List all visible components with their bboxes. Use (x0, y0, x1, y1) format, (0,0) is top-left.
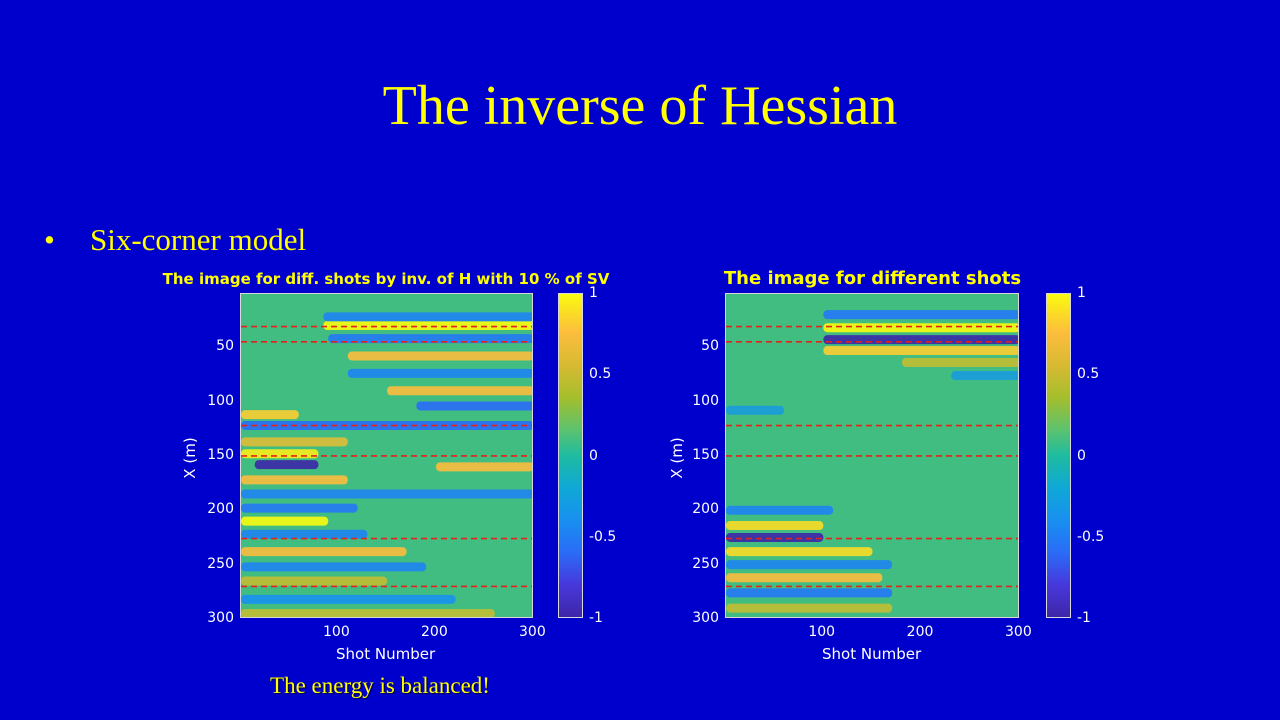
left-colorbar (558, 293, 583, 618)
heatmap-band-12 (436, 462, 532, 472)
heatmap-band-2 (823, 335, 1018, 345)
heatmap-band-11 (726, 560, 893, 570)
heatmap-band-4 (347, 368, 532, 378)
heatmap-band-11 (254, 460, 319, 470)
colorbar-tick-label: -1 (589, 610, 603, 626)
left-chart-title: The image for diff. shots by inv. of H w… (162, 270, 610, 288)
colorbar-tick-label: 0 (589, 447, 598, 464)
heatmap-band-13 (241, 475, 348, 485)
heatmap-band-14 (726, 603, 893, 613)
y-tick-label: 200 (207, 501, 234, 518)
bullet-text: Six-corner model (90, 222, 307, 257)
y-tick-label: 100 (692, 392, 719, 409)
y-tick-label: 250 (692, 555, 719, 572)
heatmap-band-5 (387, 386, 532, 396)
heatmap-band-18 (241, 547, 407, 557)
y-tick-label: 50 (701, 338, 719, 355)
x-tick-label: 200 (906, 624, 934, 640)
heatmap-band-3 (823, 346, 1018, 356)
bullet-dot-icon: • (44, 222, 55, 257)
heatmap-band-21 (241, 594, 456, 604)
colorbar-tick-label: -0.5 (589, 528, 617, 545)
heatmap-band-15 (241, 503, 358, 513)
heatmap-band-10 (726, 547, 873, 557)
left-y-axis-label: X (m) (181, 437, 199, 479)
heatmap-band-14 (241, 489, 532, 499)
heatmap-band-17 (241, 529, 368, 539)
x-tick-label: 100 (323, 624, 350, 640)
heatmap-band-3 (347, 351, 532, 361)
heatmap-band-22 (241, 609, 495, 617)
colorbar-tick-label: 1 (1077, 285, 1086, 301)
x-tick-label: 200 (421, 624, 448, 640)
heatmap-band-5 (951, 371, 1018, 381)
heatmap-band-20 (241, 576, 388, 586)
heatmap-band-13 (726, 588, 893, 598)
y-tick-label: 150 (692, 446, 719, 463)
heatmap-band-10 (241, 449, 319, 459)
left-heatmap (241, 294, 532, 617)
heatmap-band-7 (726, 505, 834, 515)
caption: The energy is balanced! (270, 673, 490, 698)
left-x-axis-label: Shot Number (336, 645, 436, 663)
colorbar-tick-label: 0.5 (1077, 366, 1100, 383)
y-tick-label: 150 (207, 446, 234, 463)
colorbar-tick-label: 0 (1077, 447, 1086, 464)
heatmap-band-19 (241, 562, 427, 572)
x-tick-label: 100 (808, 624, 836, 640)
colorbar-tick-label: 1 (589, 285, 598, 301)
right-heatmap (726, 294, 1018, 617)
x-tick-label: 300 (519, 624, 546, 640)
heatmap-band-7 (241, 410, 299, 420)
right-chart-title: The image for different shots (723, 268, 1022, 289)
y-tick-label: 50 (216, 338, 234, 355)
colorbar-tick-label: -0.5 (1077, 528, 1105, 545)
heatmap-band-2 (328, 334, 532, 344)
x-tick-label: 300 (1005, 624, 1032, 640)
heatmap-band-9 (726, 532, 824, 542)
y-tick-label: 200 (692, 501, 719, 518)
heatmap-band-4 (902, 357, 1018, 367)
y-tick-label: 300 (692, 610, 719, 626)
y-tick-label: 100 (207, 392, 234, 409)
left-plot-area (240, 293, 533, 618)
heatmap-band-1 (323, 312, 532, 322)
heatmap-band-8 (726, 521, 824, 531)
right-x-axis-label: Shot Number (822, 645, 922, 663)
slide-title: The inverse of Hessian (382, 75, 898, 137)
heatmap-band-6 (726, 405, 785, 415)
heatmap-band-9 (241, 437, 348, 447)
y-tick-label: 300 (207, 610, 234, 626)
heatmap-band-16 (241, 516, 329, 526)
y-tick-label: 250 (207, 555, 234, 572)
colorbar-tick-label: 0.5 (589, 366, 612, 383)
heatmap-band-0 (323, 321, 532, 331)
heatmap-band-1 (823, 323, 1018, 333)
heatmap-band-12 (726, 573, 883, 583)
heatmap-band-6 (416, 401, 532, 411)
heatmap-band-0 (823, 310, 1018, 320)
colorbar-tick-label: -1 (1077, 610, 1091, 626)
right-y-axis-label: X (m) (668, 437, 686, 479)
right-colorbar (1046, 293, 1071, 618)
right-plot-area (725, 293, 1019, 618)
bullet-item: • Six-corner model (44, 220, 306, 260)
